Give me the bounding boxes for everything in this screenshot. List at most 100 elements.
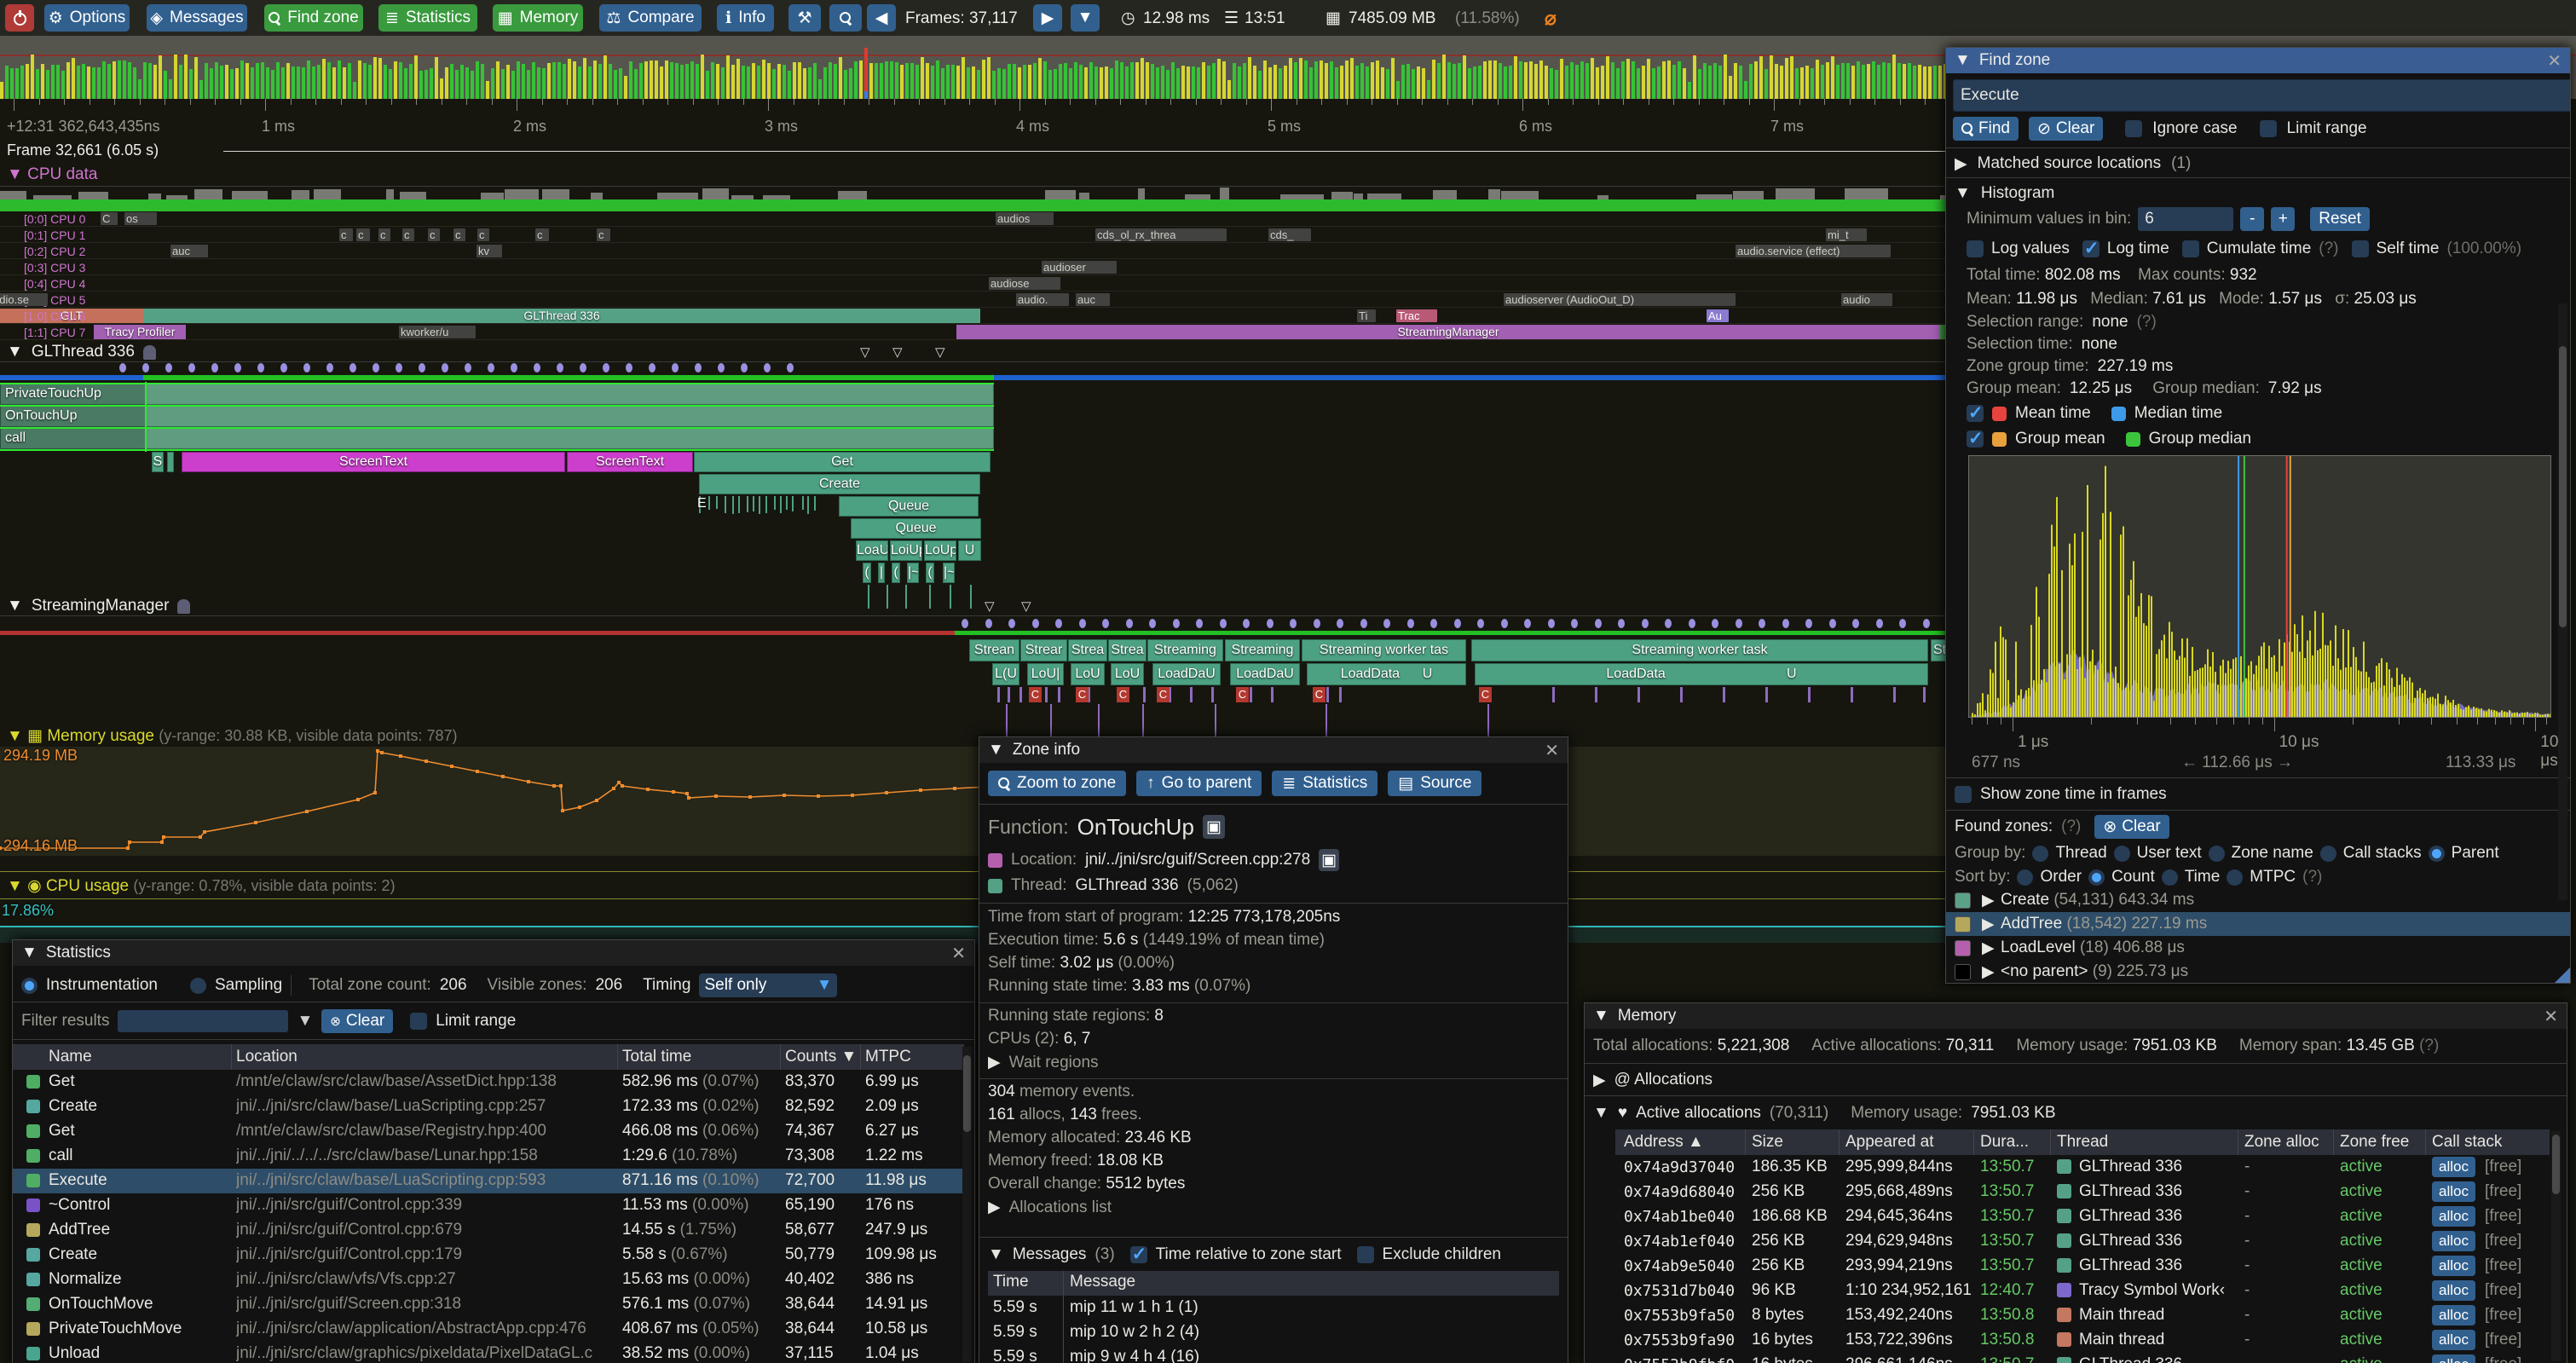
message-dot-icon[interactable] <box>326 363 333 373</box>
timeline-zone[interactable]: St <box>1931 639 1949 661</box>
timeline-zone[interactable]: LoaU <box>856 540 888 561</box>
memory-usage-header[interactable]: ▼ ▦ Memory usage (y-range: 30.88 KB, vis… <box>7 727 458 745</box>
cpu-thread-segment[interactable] <box>1940 325 1949 339</box>
power-button[interactable] <box>5 4 34 32</box>
timeline-zone[interactable]: ( <box>926 563 934 583</box>
frame-marker-icon[interactable]: ▽ <box>935 345 945 360</box>
timeline-zone[interactable]: Strea <box>1068 639 1107 661</box>
ignore-case-checkbox[interactable] <box>2125 120 2143 137</box>
statistics-scrollbar[interactable] <box>962 1047 972 1362</box>
table-row[interactable]: 0x74a9d68040 256 KB 295,668,489ns 13:50.7 GL… <box>1615 1180 2550 1204</box>
filter-funnel-icon[interactable]: ▼ <box>297 1012 314 1030</box>
message-dot-icon[interactable] <box>1149 619 1156 628</box>
cpu-process-blob[interactable]: c <box>597 228 610 241</box>
timeline-zone[interactable] <box>167 452 174 472</box>
copy-icon[interactable]: ▣ <box>1202 815 1225 839</box>
message-dot-icon[interactable] <box>962 619 968 628</box>
table-row[interactable]: Normalize jni/../jni/src/claw/vfs/Vfs.cpp… <box>13 1268 964 1292</box>
found-clear-button[interactable]: ⊗ Clear <box>2094 815 2169 839</box>
exclude-children-checkbox[interactable] <box>1356 1246 1374 1263</box>
message-dot-icon[interactable] <box>787 363 794 373</box>
table-row[interactable]: Get/mnt/e/claw/src/claw/base/AssetDict.h… <box>13 1070 964 1094</box>
message-dot-icon[interactable] <box>764 363 771 373</box>
column-header-mtpc[interactable]: MTPC <box>865 1048 911 1066</box>
alloc-callstack-button[interactable]: alloc <box>2432 1231 2475 1251</box>
column-header-thread[interactable]: Thread <box>2057 1133 2109 1151</box>
expand-arrow-icon[interactable]: ▶ <box>1593 1071 1606 1089</box>
expand-arrow-icon[interactable]: ▶ <box>1982 915 1995 933</box>
toolbar-button-messages[interactable]: ◈ Messages <box>147 4 247 32</box>
cpu-process-blob[interactable]: audioserver (AudioOut_D) <box>1504 293 1736 306</box>
cpu-process-blob[interactable]: c <box>428 228 440 241</box>
cpu-process-blob[interactable]: os <box>124 212 157 225</box>
message-dot-icon[interactable] <box>142 363 149 373</box>
column-header-zone-alloc[interactable]: Zone alloc <box>2244 1133 2319 1151</box>
alloc-callstack-button[interactable]: alloc <box>2432 1256 2475 1276</box>
found-zone-row[interactable]: ▶ Create (54,131) 643.34 ms <box>1946 888 2570 912</box>
close-icon[interactable]: ✕ <box>2547 51 2562 71</box>
table-row[interactable]: Unload jni/../jni/src/claw/graphics/pixel… <box>13 1342 964 1363</box>
alloc-callstack-button[interactable]: alloc <box>2432 1181 2475 1202</box>
limit-range-checkbox[interactable] <box>2259 120 2277 137</box>
filter-clear-button[interactable]: ⊗ Clear <box>321 1009 394 1033</box>
message-dot-icon[interactable] <box>603 363 609 373</box>
toolbar-button-tools[interactable]: ⚒ <box>788 4 821 32</box>
message-dot-icon[interactable] <box>465 363 471 373</box>
message-dot-icon[interactable] <box>1548 619 1555 628</box>
message-dot-icon[interactable] <box>188 363 195 373</box>
timeline-zone[interactable]: Strea <box>1108 639 1146 661</box>
timeline-zone[interactable]: ( <box>892 563 900 583</box>
message-dot-icon[interactable] <box>511 363 517 373</box>
timeline-zone[interactable]: L(U <box>992 663 1019 685</box>
resize-grip[interactable] <box>2555 967 2570 983</box>
cpu-process-blob[interactable]: c <box>339 228 353 241</box>
cpu-process-blob[interactable]: auc <box>170 245 208 257</box>
found-zones-list[interactable]: ▶ Create (54,131) 643.34 ms ▶ AddTree (18,5… <box>1946 888 2570 982</box>
message-dot-icon[interactable] <box>303 363 310 373</box>
message-dot-icon[interactable] <box>1759 619 1765 628</box>
statistics-table-body[interactable]: Get/mnt/e/claw/src/claw/base/AssetDict.h… <box>13 1070 964 1363</box>
found-zone-row[interactable]: ▶ <no parent> (9) 225.73 μs <box>1946 960 2570 983</box>
cpu-process-blob[interactable]: cds_ol_rx_threa <box>1095 228 1227 241</box>
expand-arrow-icon[interactable]: ▶ <box>1982 892 1995 910</box>
cpu-usage-header[interactable]: ▼ ◉ CPU usage (y-range: 0.78%, visible d… <box>7 877 396 895</box>
frames-prev-button[interactable]: ◀ <box>867 4 896 32</box>
timeline-zone[interactable]: LoU| <box>1027 663 1064 685</box>
close-icon[interactable]: ✕ <box>951 944 966 963</box>
clear-button[interactable]: ⊘ Clear <box>2028 117 2104 141</box>
table-row[interactable]: 0x74a9d37040 186.35 KB 295,999,844ns 13:50.… <box>1615 1155 2550 1180</box>
group-mean-median-checkbox[interactable] <box>1967 428 1984 449</box>
limit-range-checkbox[interactable] <box>410 1013 428 1030</box>
cpu-process-blob[interactable]: cds_ <box>1268 228 1311 241</box>
sampling-radio[interactable] <box>189 977 206 994</box>
timeline-zone[interactable]: Get <box>694 452 991 472</box>
collapse-arrow-icon[interactable]: ▼ <box>1955 184 1971 202</box>
timeline-zone[interactable]: Streaming worker task <box>1471 639 1928 661</box>
message-dot-icon[interactable] <box>718 363 725 373</box>
timeline-zone[interactable]: Streaming <box>1147 639 1223 661</box>
group-by-parent[interactable] <box>2428 845 2445 862</box>
alloc-callstack-button[interactable]: alloc <box>2432 1330 2475 1350</box>
alloc-callstack-button[interactable]: alloc <box>2432 1354 2475 1363</box>
cpu-process-blob[interactable]: audio.service (effect) <box>1736 245 1891 257</box>
find-zone-search-input[interactable]: Execute <box>1953 79 2570 112</box>
message-dot-icon[interactable] <box>234 363 241 373</box>
message-dot-icon[interactable] <box>557 363 563 373</box>
message-dot-icon[interactable] <box>211 363 218 373</box>
column-header-appeared-at[interactable]: Appeared at <box>1845 1133 1934 1151</box>
message-dot-icon[interactable] <box>1899 619 1906 628</box>
column-header-time[interactable]: Time <box>993 1273 1029 1291</box>
zone-bar-call[interactable] <box>0 428 994 449</box>
message-dot-icon[interactable] <box>1689 619 1695 628</box>
timeline-zone[interactable]: Create <box>699 474 980 494</box>
message-dot-icon[interactable] <box>1501 619 1508 628</box>
column-header-zone-free[interactable]: Zone free <box>2340 1133 2410 1151</box>
message-dot-icon[interactable] <box>488 363 494 373</box>
cpu-thread-segment[interactable]: GLT <box>0 309 143 323</box>
expand-arrow-icon[interactable]: ▶ <box>1982 963 1995 981</box>
streamingmanager-header[interactable]: ▼ StreamingManager <box>7 597 191 615</box>
close-icon[interactable]: ✕ <box>2544 1007 2558 1026</box>
table-row[interactable]: 0x7553b9fa90 16 bytes 153,722,396ns 13:50.8… <box>1615 1328 2550 1353</box>
message-dot-icon[interactable] <box>1102 619 1109 628</box>
